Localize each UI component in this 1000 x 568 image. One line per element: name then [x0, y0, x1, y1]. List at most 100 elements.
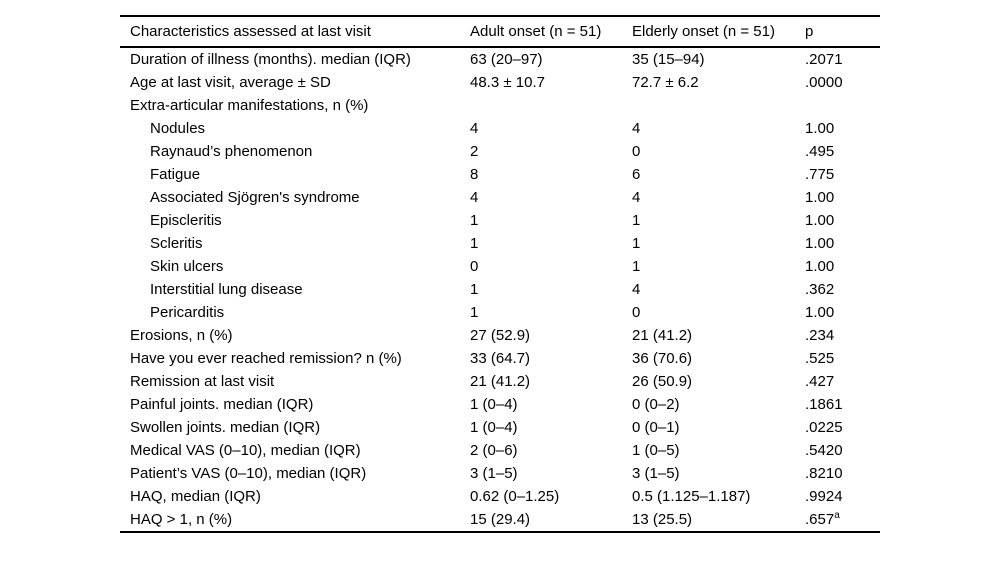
row-label: Associated Sjögren's syndrome	[150, 189, 360, 206]
elderly-onset-value: 21 (41.2)	[632, 327, 693, 344]
row-label: Have you ever reached remission? n (%)	[130, 350, 402, 367]
adult-onset-value: 0.62 (0–1.25)	[470, 488, 560, 505]
row-label: Scleritis	[150, 235, 203, 252]
table-row: Fatigue 8 6 .775	[120, 163, 880, 186]
p-value: .1861	[805, 396, 843, 413]
adult-onset-value: 21 (41.2)	[470, 373, 531, 390]
row-label: Age at last visit, average ± SD	[130, 74, 331, 91]
adult-onset-value: 1	[470, 235, 479, 252]
table-row: Interstitial lung disease 1 4 .362	[120, 278, 880, 301]
elderly-onset-value: 0.5 (1.125–1.187)	[632, 488, 751, 505]
p-value: .8210	[805, 465, 843, 482]
p-value: .362	[805, 281, 835, 298]
adult-onset-value: 3 (1–5)	[470, 465, 518, 482]
column-header: Elderly onset (n = 51)	[632, 16, 805, 48]
p-value: .0000	[805, 74, 843, 91]
p-value: .9924	[805, 488, 843, 505]
elderly-onset-value: 3 (1–5)	[632, 465, 680, 482]
table-row: Raynaud’s phenomenon 2 0 .495	[120, 140, 880, 163]
p-value: 1.00	[805, 258, 835, 275]
p-value: .657a	[805, 510, 840, 528]
row-label: Swollen joints. median (IQR)	[130, 419, 321, 436]
adult-onset-value: 33 (64.7)	[470, 350, 531, 367]
row-label: Medical VAS (0–10), median (IQR)	[130, 442, 361, 459]
adult-onset-value: 48.3 ± 10.7	[470, 74, 545, 91]
row-label: HAQ > 1, n (%)	[130, 511, 233, 528]
elderly-onset-value: 1 (0–5)	[632, 442, 680, 459]
adult-onset-value: 27 (52.9)	[470, 327, 531, 344]
row-label: Raynaud’s phenomenon	[150, 143, 313, 160]
table-row: HAQ, median (IQR) 0.62 (0–1.25) 0.5 (1.1…	[120, 485, 880, 508]
row-label: Patient’s VAS (0–10), median (IQR)	[130, 465, 367, 482]
adult-onset-value: 0	[470, 258, 479, 275]
table-row: Age at last visit, average ± SD 48.3 ± 1…	[120, 71, 880, 94]
table-row: Medical VAS (0–10), median (IQR) 2 (0–6)…	[120, 439, 880, 462]
row-label: Episcleritis	[150, 212, 222, 229]
adult-onset-value: 1	[470, 212, 479, 229]
table-row: Scleritis 1 1 1.00	[120, 232, 880, 255]
column-header: Adult onset (n = 51)	[470, 16, 632, 48]
p-value: 1.00	[805, 120, 835, 137]
elderly-onset-value: 0	[632, 143, 641, 160]
adult-onset-value: 1	[470, 304, 479, 321]
p-value: .0225	[805, 419, 843, 436]
table-row: Nodules 4 4 1.00	[120, 117, 880, 140]
elderly-onset-value: 0 (0–1)	[632, 419, 680, 436]
elderly-onset-value: 35 (15–94)	[632, 51, 705, 68]
paper-table-page: Characteristics assessed at last visit Ad…	[0, 15, 1000, 568]
table-row: Swollen joints. median (IQR) 1 (0–4) 0 (…	[120, 416, 880, 439]
table-body: Duration of illness (months). median (IQ…	[120, 47, 880, 532]
row-label: Skin ulcers	[150, 258, 224, 275]
adult-onset-value: 2 (0–6)	[470, 442, 518, 459]
elderly-onset-value: 1	[632, 235, 641, 252]
elderly-onset-value: 72.7 ± 6.2	[632, 74, 699, 91]
p-value: 1.00	[805, 189, 835, 206]
adult-onset-value	[470, 94, 632, 117]
elderly-onset-value: 26 (50.9)	[632, 373, 693, 390]
p-value: .2071	[805, 51, 843, 68]
table-row: Have you ever reached remission? n (%) 3…	[120, 347, 880, 370]
elderly-onset-value: 0 (0–2)	[632, 396, 680, 413]
p-value: 1.00	[805, 212, 835, 229]
table-row: Erosions, n (%) 27 (52.9) 21 (41.2) .234	[120, 324, 880, 347]
adult-onset-value: 1	[470, 281, 479, 298]
row-label: Painful joints. median (IQR)	[130, 396, 314, 413]
elderly-onset-value: 13 (25.5)	[632, 511, 693, 528]
elderly-onset-value: 4	[632, 189, 641, 206]
row-label: Erosions, n (%)	[130, 327, 233, 344]
p-value: .5420	[805, 442, 843, 459]
header-row: Characteristics assessed at last visit Ad…	[120, 16, 880, 48]
elderly-onset-value: 6	[632, 166, 641, 183]
p-value: .234	[805, 327, 835, 344]
table-row: Pericarditis 1 0 1.00	[120, 301, 880, 324]
table-row: Painful joints. median (IQR) 1 (0–4) 0 (…	[120, 393, 880, 416]
table-row: Duration of illness (months). median (IQ…	[120, 47, 880, 71]
p-value: 1.00	[805, 304, 835, 321]
row-label: Nodules	[150, 120, 206, 137]
row-label: Interstitial lung disease	[150, 281, 303, 298]
footnote-marker: a	[834, 510, 840, 521]
adult-onset-value: 4	[470, 120, 479, 137]
elderly-onset-value	[632, 94, 805, 117]
table-header: Characteristics assessed at last visit Ad…	[120, 16, 880, 48]
adult-onset-value: 2	[470, 143, 479, 160]
table-row: Remission at last visit 21 (41.2) 26 (50…	[120, 370, 880, 393]
column-header: Characteristics assessed at last visit	[120, 16, 470, 48]
row-label: Pericarditis	[150, 304, 225, 321]
table-row: Associated Sjögren's syndrome 4 4 1.00	[120, 186, 880, 209]
p-value: .427	[805, 373, 835, 390]
table-row: Extra-articular manifestations, n (%)	[120, 94, 880, 117]
elderly-onset-value: 0	[632, 304, 641, 321]
adult-onset-value: 1 (0–4)	[470, 396, 518, 413]
p-value: .775	[805, 166, 835, 183]
table-row: HAQ > 1, n (%) 15 (29.4) 13 (25.5) .657a	[120, 508, 880, 532]
elderly-onset-value: 36 (70.6)	[632, 350, 693, 367]
row-label: Remission at last visit	[130, 373, 275, 390]
elderly-onset-value: 4	[632, 120, 641, 137]
table-row: Patient’s VAS (0–10), median (IQR) 3 (1–…	[120, 462, 880, 485]
row-label: HAQ, median (IQR)	[130, 488, 261, 505]
row-label: Extra-articular manifestations, n (%)	[130, 97, 369, 114]
elderly-onset-value: 1	[632, 212, 641, 229]
adult-onset-value: 4	[470, 189, 479, 206]
p-value: 1.00	[805, 235, 835, 252]
